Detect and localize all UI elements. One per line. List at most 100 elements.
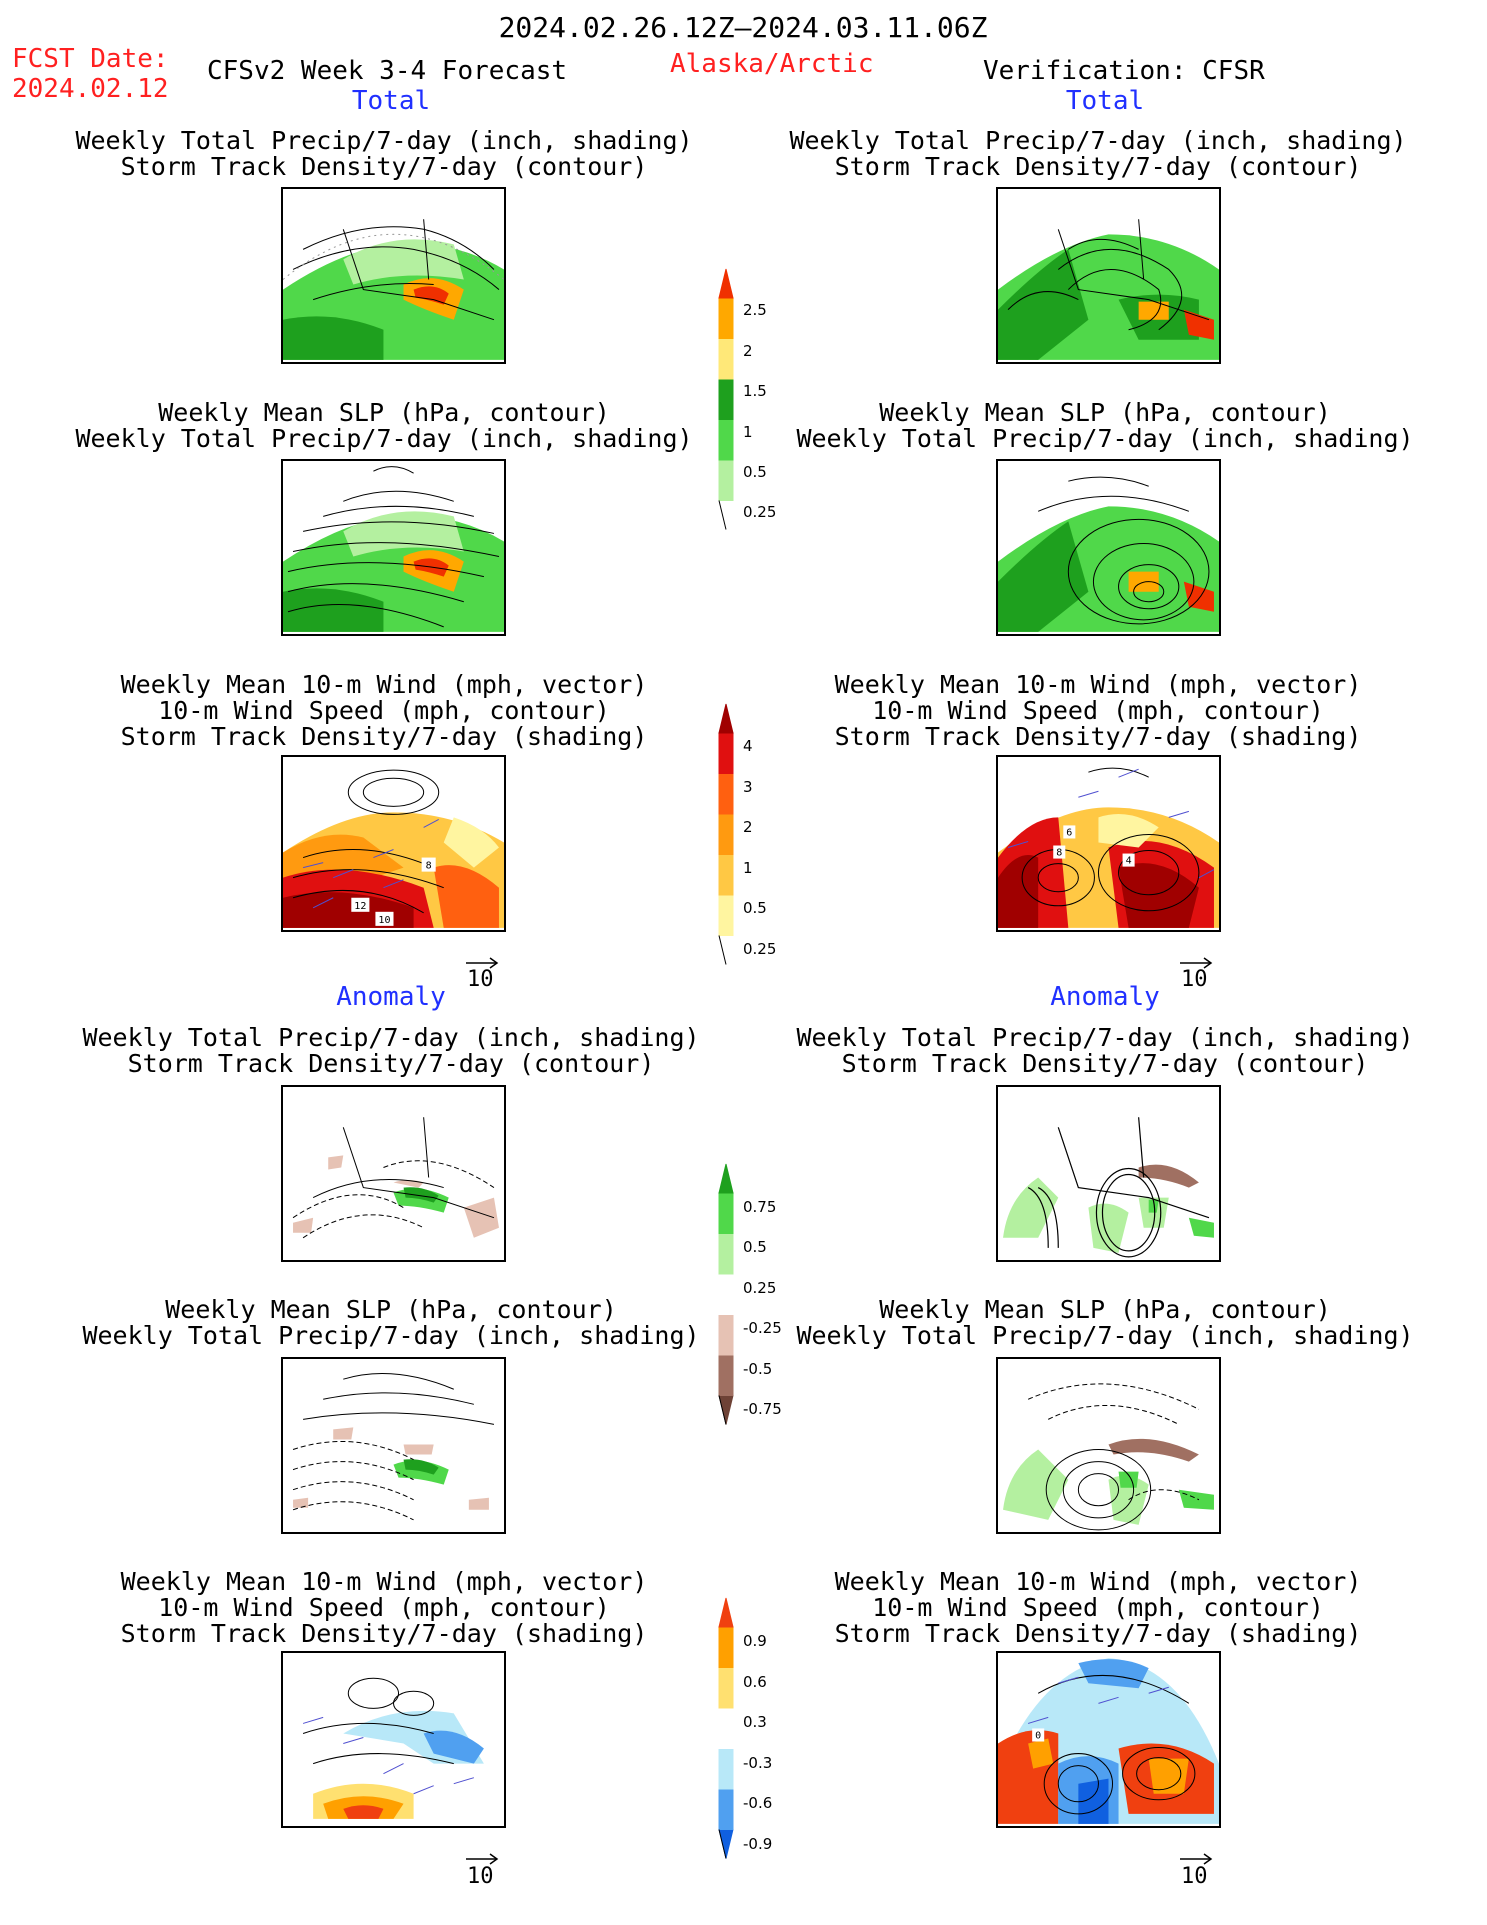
map-cfsr-precip-total <box>996 187 1221 364</box>
section-total-left: Total <box>351 86 431 116</box>
title-cfsr-precip-anom-1: Weekly Total Precip/7-day (inch, shading… <box>796 1023 1414 1052</box>
colorbar-segment <box>718 297 734 339</box>
wind-label-10: 10 <box>378 915 390 926</box>
fcst-date-value: 2024.02.12 <box>12 74 169 104</box>
section-anomaly-left: Anomaly <box>336 982 446 1012</box>
colorbar-segment <box>718 1707 734 1749</box>
colorbar-segment <box>718 1354 734 1396</box>
colorbar-edge <box>718 1829 727 1859</box>
title-cfsr-slp-total-1: Weekly Mean SLP (hPa, contour) <box>879 398 1331 427</box>
cb3-label-2: 0.5 <box>743 1238 767 1256</box>
colorbar-segment <box>718 732 734 774</box>
colorbar-segment <box>718 703 734 734</box>
title-cfsr-slp-total-2: Weekly Total Precip/7-day (inch, shading… <box>796 424 1414 453</box>
colorbar-segment <box>718 1233 734 1275</box>
cb4-label-2: 0.6 <box>743 1673 767 1691</box>
cfsr-wind-label-6: 6 <box>1066 827 1072 838</box>
vector-ref-arrow-2 <box>1179 955 1213 974</box>
title-cfsr-wind-anom-3: Storm Track Density/7-day (shading) <box>834 1619 1362 1648</box>
colorbar-segment <box>718 378 734 420</box>
colorbar-precip-total <box>718 268 742 531</box>
cb3-label-6: -0.75 <box>743 1400 782 1418</box>
title-cfsr-wind-total-1: Weekly Mean 10-m Wind (mph, vector) <box>834 670 1362 699</box>
colorbar-storm-anom <box>718 1597 742 1860</box>
colorbar-segment <box>718 1788 734 1830</box>
cb1-label-3: 1.5 <box>743 382 767 400</box>
vector-ref-arrow-1 <box>465 955 499 974</box>
cb1-label-1: 2.5 <box>743 301 767 319</box>
map-cfsr-wind-total: 6 8 4 <box>996 755 1221 932</box>
colorbar-segment <box>718 773 734 815</box>
map-fcst-wind-anom <box>281 1651 506 1828</box>
colorbar-storm-total <box>718 703 742 966</box>
colorbar-segment <box>718 1626 734 1668</box>
cb2-label-5: 0.5 <box>743 899 767 917</box>
cb2-label-6: 0.25 <box>743 940 777 958</box>
title-cfsr-precip-anom-2: Storm Track Density/7-day (contour) <box>841 1049 1369 1078</box>
title-cfsr-wind-total-2: 10-m Wind Speed (mph, contour) <box>872 696 1324 725</box>
title-fcst-wind-total-3: Storm Track Density/7-day (shading) <box>120 722 648 751</box>
cb1-label-4: 1 <box>743 423 753 441</box>
title-fcst-slp-anom-1: Weekly Mean SLP (hPa, contour) <box>165 1295 617 1324</box>
cb2-label-4: 1 <box>743 859 753 877</box>
cb2-label-2: 3 <box>743 778 753 796</box>
wind-label-8: 8 <box>426 861 432 872</box>
map-fcst-slp-total <box>281 459 506 636</box>
title-cfsr-slp-anom-2: Weekly Total Precip/7-day (inch, shading… <box>796 1321 1414 1350</box>
title-cfsr-wind-anom-1: Weekly Mean 10-m Wind (mph, vector) <box>834 1567 1362 1596</box>
colorbar-precip-anom <box>718 1163 742 1426</box>
title-fcst-wind-total-1: Weekly Mean 10-m Wind (mph, vector) <box>120 670 648 699</box>
map-fcst-slp-anom <box>281 1357 506 1534</box>
title-fcst-slp-total-2: Weekly Total Precip/7-day (inch, shading… <box>75 424 693 453</box>
cb1-label-6: 0.25 <box>743 503 777 521</box>
cb4-label-6: -0.9 <box>743 1835 773 1853</box>
title-fcst-wind-total-2: 10-m Wind Speed (mph, contour) <box>158 696 610 725</box>
title-cfsr-slp-anom-1: Weekly Mean SLP (hPa, contour) <box>879 1295 1331 1324</box>
cb3-label-3: 0.25 <box>743 1279 777 1297</box>
cb4-label-4: -0.3 <box>743 1754 773 1772</box>
verification-title: Verification: CFSR <box>983 56 1265 86</box>
colorbar-segment <box>718 1273 734 1315</box>
map-cfsr-precip-anom <box>996 1085 1221 1262</box>
cb4-label-5: -0.6 <box>743 1794 773 1812</box>
title-fcst-slp-total-1: Weekly Mean SLP (hPa, contour) <box>158 398 610 427</box>
title-cfsr-precip-total-2: Storm Track Density/7-day (contour) <box>834 152 1362 181</box>
colorbar-edge <box>718 935 727 965</box>
vector-ref-label-4: 10 <box>1181 1864 1208 1889</box>
vector-ref-label-1: 10 <box>467 967 494 992</box>
colorbar-segment <box>718 1192 734 1234</box>
map-fcst-precip-anom <box>281 1085 506 1262</box>
title-fcst-precip-total-2: Storm Track Density/7-day (contour) <box>120 152 648 181</box>
cb2-label-3: 2 <box>743 818 753 836</box>
wind-label-12: 12 <box>354 901 366 912</box>
vector-ref-label-3: 10 <box>467 1864 494 1889</box>
fcst-date-label: FCST Date: <box>12 44 169 74</box>
map-fcst-wind-total: 12 10 8 <box>281 755 506 932</box>
colorbar-segment <box>718 459 734 501</box>
map-cfsr-slp-total <box>996 459 1221 636</box>
map-cfsr-slp-anom <box>996 1357 1221 1534</box>
colorbar-segment <box>718 268 734 299</box>
cb3-label-1: 0.75 <box>743 1198 777 1216</box>
map-fcst-precip-total <box>281 187 506 364</box>
colorbar-segment <box>718 1748 734 1790</box>
colorbar-segment <box>718 500 734 530</box>
title-cfsr-precip-total-1: Weekly Total Precip/7-day (inch, shading… <box>789 126 1407 155</box>
colorbar-segment <box>718 1597 734 1628</box>
title-fcst-slp-anom-2: Weekly Total Precip/7-day (inch, shading… <box>82 1321 700 1350</box>
region-title: Alaska/Arctic <box>670 49 874 79</box>
cb1-label-2: 2 <box>743 342 753 360</box>
title-fcst-wind-anom-3: Storm Track Density/7-day (shading) <box>120 1619 648 1648</box>
cb4-label-1: 0.9 <box>743 1632 767 1650</box>
title-fcst-precip-anom-2: Storm Track Density/7-day (contour) <box>127 1049 655 1078</box>
cfsr-wind-label-8: 8 <box>1056 848 1062 859</box>
cfsr-wind-label-4: 4 <box>1126 856 1132 867</box>
title-fcst-precip-anom-1: Weekly Total Precip/7-day (inch, shading… <box>82 1023 700 1052</box>
map-cfsr-wind-anom: 0 <box>996 1651 1221 1828</box>
cb3-label-4: -0.25 <box>743 1319 782 1337</box>
title-cfsr-wind-total-3: Storm Track Density/7-day (shading) <box>834 722 1362 751</box>
cb1-label-5: 0.5 <box>743 463 767 481</box>
colorbar-segment <box>718 1314 734 1356</box>
colorbar-segment <box>718 1395 734 1425</box>
cb3-label-5: -0.5 <box>743 1360 773 1378</box>
